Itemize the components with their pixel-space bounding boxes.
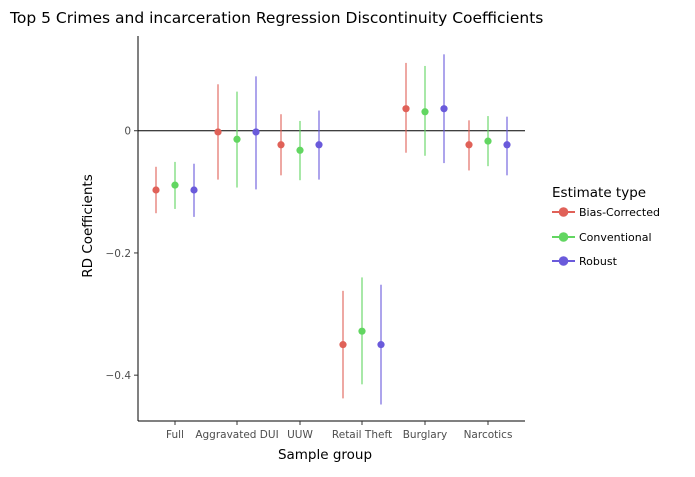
x-tick-label: Narcotics <box>464 429 513 441</box>
data-point <box>465 141 473 149</box>
x-axis-title: Sample group <box>278 447 372 463</box>
x-tick-label: Burglary <box>403 429 448 441</box>
x-tick-label: Aggravated DUI <box>195 429 278 441</box>
data-point <box>277 141 285 149</box>
data-point <box>377 341 385 349</box>
data-point <box>233 135 241 143</box>
data-point <box>484 137 492 145</box>
y-tick-label: −0.2 <box>106 248 132 260</box>
data-point <box>252 128 260 136</box>
data-point <box>358 327 366 335</box>
x-tick-label: Full <box>166 429 184 441</box>
data-point <box>296 146 304 154</box>
data-point <box>152 186 160 194</box>
chart-title: Top 5 Crimes and incarceration Regressio… <box>9 9 543 27</box>
y-tick-label: −0.4 <box>106 370 132 382</box>
data-point <box>339 341 347 349</box>
data-point <box>503 141 511 149</box>
legend: Estimate type Bias-Corrected Conventional… <box>552 185 660 268</box>
data-point <box>315 141 323 149</box>
y-axis-title: RD Coefficients <box>80 174 96 277</box>
legend-label: Conventional <box>579 231 652 244</box>
data-point <box>214 128 222 136</box>
data-point <box>402 105 410 113</box>
legend-key-point <box>558 207 569 217</box>
x-tick-label: UUW <box>287 429 313 441</box>
y-tick-label: 0 <box>124 126 131 138</box>
data-point <box>190 186 198 194</box>
legend-label: Robust <box>579 255 618 268</box>
legend-label: Bias-Corrected <box>579 206 660 219</box>
data-point <box>171 181 179 189</box>
x-tick-label: Retail Theft <box>332 429 392 441</box>
plot-area: 0 −0.2 −0.4 Full Aggravated DUI UUW Retail The… <box>106 36 525 441</box>
data-point <box>421 108 429 116</box>
legend-title: Estimate type <box>552 185 646 201</box>
legend-key-point <box>558 232 569 242</box>
data-point <box>440 105 448 113</box>
legend-key-point <box>558 256 569 266</box>
